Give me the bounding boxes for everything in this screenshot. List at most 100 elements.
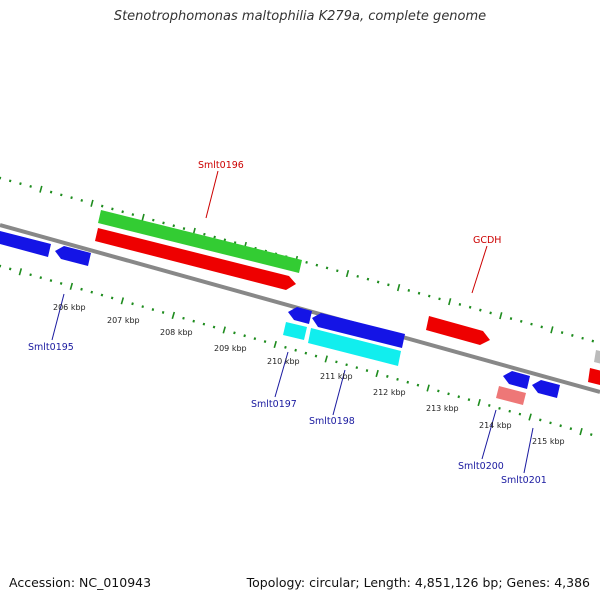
- minor-tick: [581, 336, 584, 340]
- major-tick: [375, 369, 379, 378]
- feature-red-partial[interactable]: [588, 368, 600, 385]
- major-tick: [396, 283, 401, 292]
- feature-smlt0196-green[interactable]: [98, 210, 302, 273]
- minor-tick: [396, 377, 399, 381]
- major-tick: [579, 427, 583, 436]
- gene-label-smlt0200[interactable]: Smlt0200: [458, 461, 504, 472]
- major-tick: [528, 413, 532, 421]
- callouts: [51, 170, 534, 474]
- minor-tick: [498, 406, 501, 410]
- minor-tick: [539, 418, 542, 422]
- minor-tick: [468, 305, 472, 309]
- minor-tick: [253, 337, 257, 341]
- minor-tick: [540, 325, 543, 329]
- major-tick: [448, 298, 452, 306]
- minor-tick: [457, 395, 461, 399]
- scale-label: 211 kbp: [320, 372, 353, 381]
- minor-tick: [131, 302, 134, 306]
- minor-tick: [212, 325, 216, 329]
- minor-tick: [192, 319, 195, 323]
- scale-label: 215 kbp: [532, 437, 565, 446]
- minor-tick: [427, 294, 431, 298]
- gene-label-gcdh[interactable]: GCDH: [473, 235, 501, 246]
- minor-tick: [355, 366, 359, 370]
- minor-tick: [489, 311, 492, 315]
- minor-tick: [336, 269, 339, 273]
- feature-gray-partial[interactable]: [594, 350, 600, 364]
- major-tick: [345, 269, 350, 278]
- major-tick: [499, 312, 503, 320]
- scale-label: 207 kbp: [107, 316, 140, 325]
- minor-tick: [559, 424, 562, 428]
- major-tick: [120, 297, 125, 305]
- feature-gcdh-red[interactable]: [426, 316, 490, 345]
- feature-smlt0198-cyan[interactable]: [308, 328, 401, 366]
- minor-tick: [161, 311, 165, 314]
- minor-tick: [60, 193, 63, 197]
- major-tick: [222, 326, 226, 334]
- feature-smlt0200-blue[interactable]: [503, 371, 530, 389]
- minor-tick: [387, 283, 390, 287]
- gene-label-smlt0198[interactable]: Smlt0198: [309, 416, 355, 427]
- minor-tick: [152, 218, 155, 222]
- scale-label: 208 kbp: [160, 328, 193, 337]
- lower-tick-track: [0, 264, 593, 436]
- feature-smlt0197-cyan[interactable]: [283, 322, 307, 340]
- minor-tick: [80, 287, 83, 291]
- gene-label-smlt0195[interactable]: Smlt0195: [28, 342, 74, 353]
- feature-smlt0197-blue[interactable]: [288, 307, 312, 324]
- minor-tick: [223, 238, 227, 242]
- minor-tick: [121, 210, 124, 214]
- scale-label: 213 kbp: [426, 404, 459, 413]
- feature-smlt0200-pink[interactable]: [496, 386, 526, 405]
- major-tick: [39, 185, 43, 193]
- minor-tick: [315, 263, 319, 267]
- feature-blue-long-arrow[interactable]: [312, 313, 405, 348]
- feature-smlt0201-blue[interactable]: [532, 380, 560, 398]
- minor-tick: [110, 296, 114, 300]
- minor-tick: [386, 374, 389, 378]
- minor-tick: [182, 316, 185, 320]
- minor-tick: [509, 317, 513, 320]
- minor-tick: [519, 319, 523, 323]
- scale-label: 212 kbp: [373, 388, 406, 397]
- minor-tick: [549, 421, 552, 425]
- gene-label-smlt0197[interactable]: Smlt0197: [251, 399, 297, 410]
- minor-tick: [59, 282, 63, 285]
- minor-tick: [162, 221, 165, 225]
- minor-tick: [182, 227, 186, 230]
- minor-tick: [365, 369, 369, 372]
- feature-red-arrow-1[interactable]: [95, 228, 296, 290]
- minor-tick: [233, 331, 236, 335]
- gene-label-smlt0201[interactable]: Smlt0201: [501, 475, 547, 486]
- minor-tick: [8, 179, 12, 183]
- scale-label: 210 kbp: [267, 357, 300, 366]
- minor-tick: [131, 213, 135, 216]
- feature-blue-left-arrow[interactable]: [55, 246, 91, 266]
- minor-tick: [39, 276, 43, 280]
- minor-tick: [49, 190, 53, 194]
- minor-tick: [571, 333, 574, 337]
- topology-summary: Topology: circular; Length: 4,851,126 bp…: [246, 575, 590, 590]
- minor-tick: [284, 345, 287, 349]
- minor-tick: [376, 280, 380, 284]
- feature-smlt0195-blue[interactable]: [0, 231, 51, 257]
- upper-tick-track: [0, 176, 595, 343]
- minor-tick: [518, 412, 522, 416]
- minor-tick: [151, 308, 155, 311]
- scale-labels: 206 kbp 207 kbp 208 kbp 209 kbp 210 kbp …: [53, 303, 565, 446]
- minor-tick: [407, 289, 411, 292]
- minor-tick: [447, 392, 450, 396]
- minor-tick: [213, 235, 216, 239]
- major-tick: [171, 311, 176, 320]
- minor-tick: [356, 274, 359, 278]
- minor-tick: [438, 297, 441, 301]
- major-tick: [141, 213, 145, 221]
- minor-tick: [325, 266, 329, 270]
- minor-tick: [335, 360, 338, 364]
- minor-tick: [417, 291, 421, 295]
- major-tick: [18, 268, 23, 276]
- major-tick: [69, 282, 74, 290]
- gene-label-smlt0196[interactable]: Smlt0196: [198, 160, 244, 171]
